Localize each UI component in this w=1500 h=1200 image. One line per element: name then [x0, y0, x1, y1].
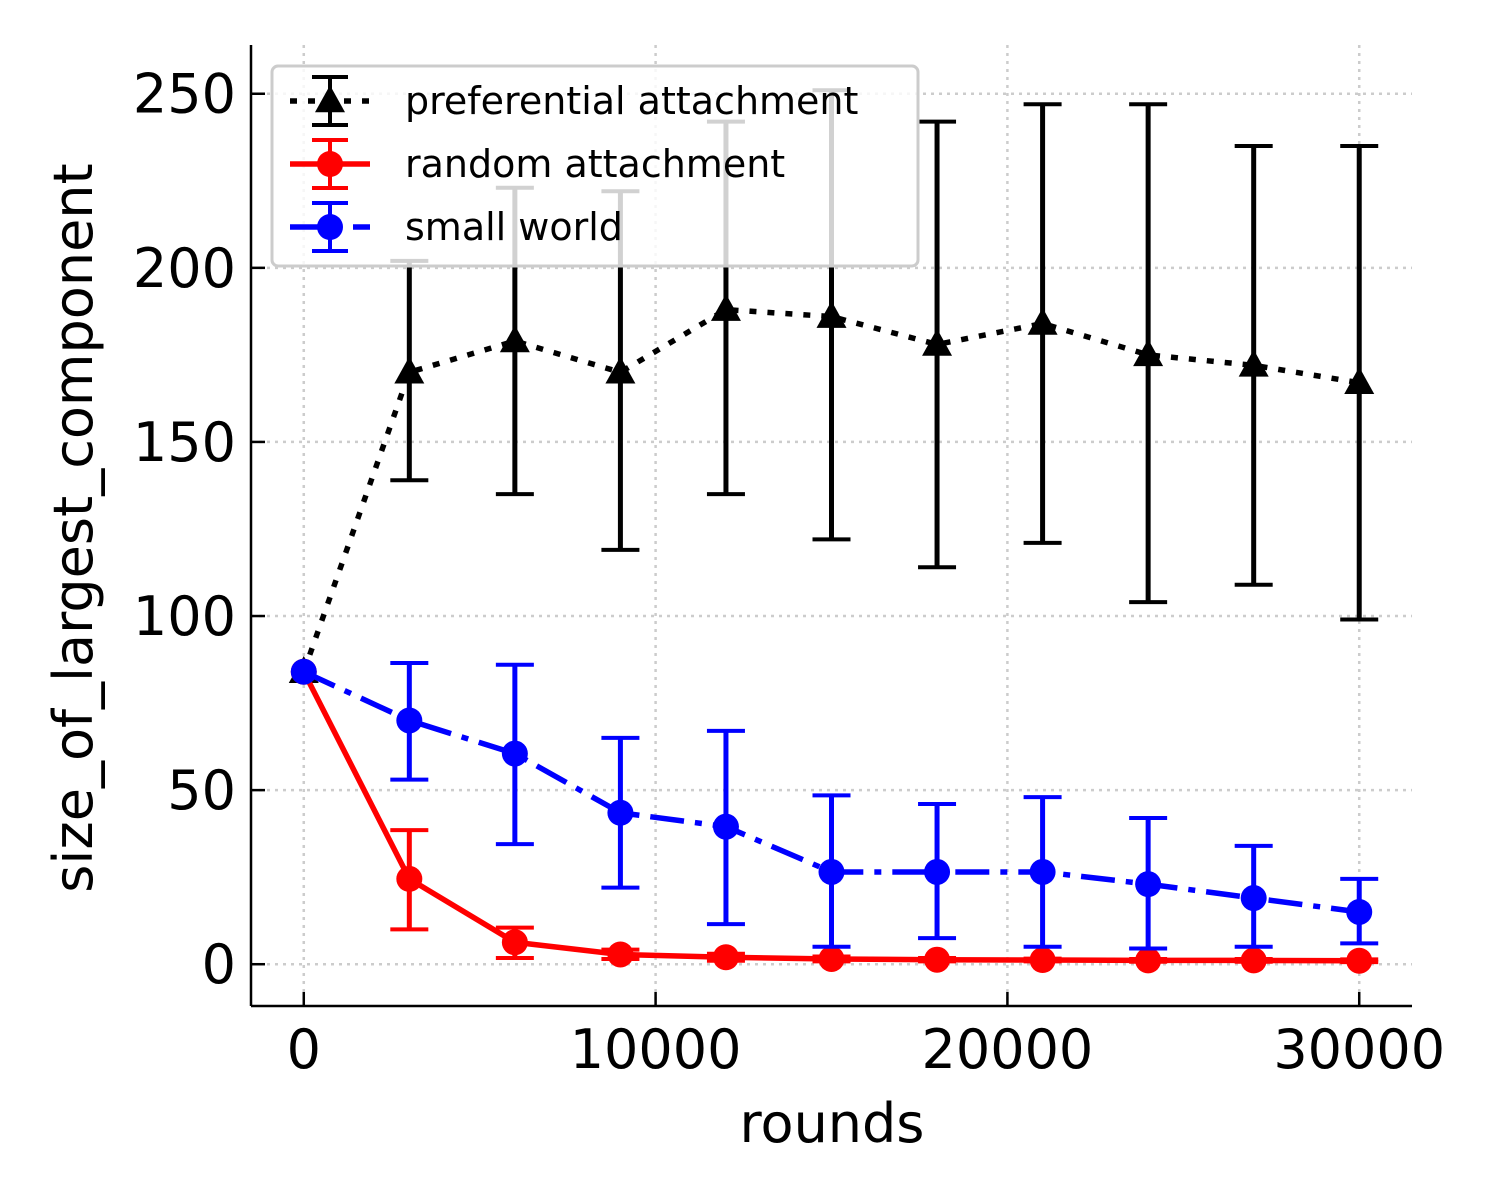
data-point-marker — [1240, 885, 1267, 912]
y-tick-label: 0 — [202, 933, 236, 996]
data-point-marker — [710, 293, 741, 321]
legend-label: preferential attachment — [405, 79, 858, 123]
data-point-marker — [1240, 947, 1267, 974]
data-point-marker — [501, 740, 528, 767]
data-point-marker — [1135, 871, 1162, 898]
y-tick-label: 250 — [133, 63, 236, 126]
series-layer — [288, 88, 1379, 974]
x-tick-label: 20000 — [922, 1018, 1094, 1081]
legend-item-random-attachment: random attachment — [290, 138, 785, 190]
x-tick-label: 30000 — [1273, 1018, 1445, 1081]
data-point-marker — [712, 944, 739, 971]
data-point-marker — [818, 858, 845, 885]
series-small-world — [290, 658, 1379, 951]
legend-label: random attachment — [405, 142, 785, 186]
data-point-marker — [607, 941, 634, 968]
y-tick-label: 50 — [167, 759, 236, 822]
data-point-marker — [499, 325, 530, 353]
data-point-marker — [1238, 349, 1269, 377]
data-point-marker — [396, 865, 423, 892]
data-point-marker — [317, 151, 343, 177]
y-tick-label: 100 — [133, 585, 236, 648]
data-point-marker — [1346, 898, 1373, 925]
data-point-marker — [816, 300, 847, 328]
data-point-marker — [290, 658, 317, 685]
x-tick-label: 0 — [287, 1018, 321, 1081]
legend-item-preferential-attachment: preferential attachment — [290, 75, 858, 127]
legend-box — [270, 64, 920, 268]
data-point-marker — [712, 813, 739, 840]
x-tick-label: 10000 — [570, 1018, 742, 1081]
data-point-marker — [922, 328, 953, 356]
data-point-marker — [394, 356, 425, 384]
data-point-marker — [924, 946, 951, 973]
legend: preferential attachment random attachment… — [270, 64, 920, 268]
y-tick-label: 150 — [133, 411, 236, 474]
data-point-marker — [317, 214, 343, 240]
ticks: 0 10000 20000 30000 0 50 100 150 200 250 — [133, 63, 1445, 1081]
y-tick-label: 200 — [133, 237, 236, 300]
data-point-marker — [605, 356, 636, 384]
data-point-marker — [818, 945, 845, 972]
data-point-marker — [924, 858, 951, 885]
data-point-marker — [1133, 339, 1164, 367]
legend-item-small-world: small world — [290, 201, 623, 253]
data-point-marker — [1029, 947, 1056, 974]
series-random-attachment — [290, 658, 1379, 974]
data-point-marker — [607, 799, 634, 826]
data-point-marker — [396, 707, 423, 734]
series-preferential-attachment — [288, 88, 1379, 683]
data-point-marker — [501, 929, 528, 956]
legend-label: small world — [405, 205, 623, 249]
data-point-marker — [1027, 307, 1058, 335]
data-point-marker — [1346, 947, 1373, 974]
data-point-marker — [1029, 858, 1056, 885]
data-point-marker — [315, 85, 345, 113]
x-axis-label: rounds — [740, 1092, 925, 1155]
y-axis-label: size_of_largest_component — [42, 163, 105, 892]
axes — [249, 45, 1412, 1008]
data-point-marker — [1344, 366, 1375, 394]
data-point-marker — [1135, 947, 1162, 974]
